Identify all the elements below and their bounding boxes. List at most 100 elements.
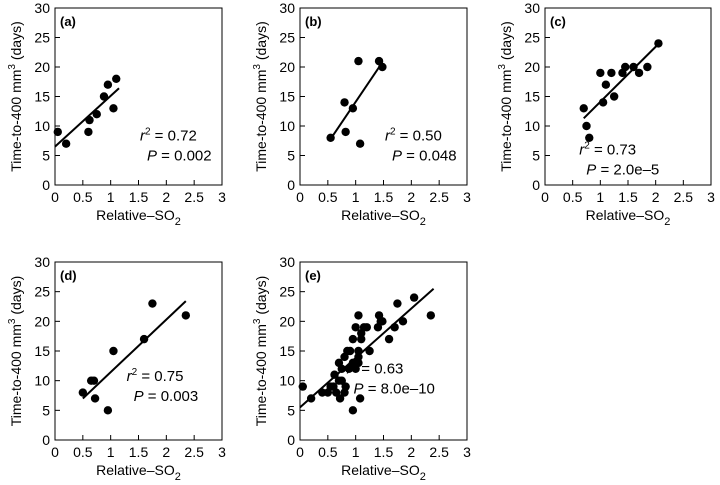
data-point bbox=[341, 382, 350, 391]
x-tick-label: 0.5 bbox=[318, 189, 338, 205]
panel-a: 0 5 10 15 20 25 30 0 0.5 1 1.5 2 2.5 3 Relative–SO2 Tim… bbox=[7, 0, 226, 228]
p-value-label: P = 0.002 bbox=[147, 147, 212, 164]
data-point bbox=[596, 68, 605, 78]
data-point bbox=[601, 80, 611, 89]
x-tick-label: 0 bbox=[296, 189, 304, 205]
panel-b: 0 5 10 15 20 25 30 0 0.5 1 1.5 2 2.5 3 Relative–SO2 Tim… bbox=[252, 0, 471, 228]
y-tick-label: 25 bbox=[524, 30, 540, 46]
x-tick-label: 0 bbox=[51, 189, 59, 205]
panel-e: 0 5 10 15 20 25 30 0 0.5 1 1.5 2 2.5 3 Relative–SO2 Tim… bbox=[252, 254, 471, 483]
x-tick-label: 3 bbox=[463, 444, 471, 460]
data-point bbox=[378, 317, 387, 326]
y-tick-label: 20 bbox=[524, 59, 540, 75]
data-point bbox=[357, 334, 366, 344]
data-point bbox=[365, 346, 374, 356]
x-tick-label: 0.5 bbox=[318, 444, 338, 460]
panel-label: (c) bbox=[550, 14, 566, 29]
data-point bbox=[109, 346, 118, 356]
y-tick-label: 30 bbox=[34, 0, 50, 16]
y-tick-label: 0 bbox=[287, 177, 295, 193]
x-tick-label: 2.5 bbox=[429, 189, 449, 205]
y-tick-label: 5 bbox=[287, 148, 295, 164]
y-tick-label: 10 bbox=[279, 373, 295, 389]
x-tick-label: 0 bbox=[541, 189, 549, 205]
data-point bbox=[298, 382, 307, 391]
data-point bbox=[92, 110, 101, 119]
y-tick-label: 5 bbox=[42, 148, 50, 164]
p-value-label: P = 2.0e–5 bbox=[586, 162, 659, 179]
data-point bbox=[398, 317, 408, 326]
data-point bbox=[354, 56, 363, 66]
data-point bbox=[326, 133, 335, 142]
data-point bbox=[103, 80, 113, 89]
x-tick-label: 2 bbox=[407, 444, 415, 460]
p-value-label: P = 0.003 bbox=[134, 388, 199, 405]
data-point bbox=[629, 62, 638, 72]
x-tick-label: 2.5 bbox=[429, 444, 449, 460]
x-tick-label: 0.5 bbox=[73, 189, 93, 205]
data-point bbox=[181, 311, 191, 320]
data-point bbox=[103, 406, 113, 415]
data-point bbox=[643, 62, 652, 72]
data-point bbox=[393, 299, 402, 308]
x-tick-label: 1 bbox=[352, 444, 360, 460]
data-point bbox=[53, 127, 62, 137]
y-tick-label: 15 bbox=[34, 343, 50, 359]
x-axis-label: Relative–SO2 bbox=[96, 462, 181, 483]
x-axis-label: Relative–SO2 bbox=[341, 462, 426, 483]
x-tick-label: 1 bbox=[107, 444, 115, 460]
y-tick-label: 30 bbox=[34, 254, 50, 270]
data-point bbox=[335, 394, 345, 403]
x-tick-label: 1 bbox=[352, 189, 360, 205]
y-tick-label: 15 bbox=[34, 89, 50, 105]
r-squared-label: r2 = 0.50 bbox=[385, 126, 442, 144]
r-squared-label: r2 = 0.73 bbox=[579, 141, 636, 159]
x-tick-label: 0 bbox=[296, 444, 304, 460]
data-point bbox=[109, 104, 118, 113]
y-tick-label: 30 bbox=[279, 254, 295, 270]
y-tick-label: 25 bbox=[34, 284, 50, 300]
data-point bbox=[354, 358, 363, 368]
data-point bbox=[378, 62, 387, 72]
y-tick-label: 5 bbox=[42, 402, 50, 418]
y-axis-label: Time-to-400 mm3 (days) bbox=[7, 21, 24, 172]
y-axis-label: Time-to-400 mm3 (days) bbox=[252, 276, 269, 427]
y-tick-label: 15 bbox=[524, 89, 540, 105]
x-tick-label: 1 bbox=[596, 189, 604, 205]
data-point bbox=[337, 364, 346, 373]
p-value-label: P = 0.048 bbox=[392, 147, 457, 164]
y-tick-label: 20 bbox=[279, 313, 295, 329]
data-point bbox=[331, 388, 341, 397]
data-point bbox=[582, 121, 591, 131]
r-squared-label: r2 = 0.63 bbox=[347, 360, 404, 378]
y-tick-label: 20 bbox=[34, 59, 50, 75]
y-tick-label: 25 bbox=[279, 30, 295, 46]
panel-c: 0 5 10 15 20 25 30 0 0.5 1 1.5 2 2.5 3 Relative–SO2 Tim… bbox=[497, 0, 715, 228]
x-tick-label: 3 bbox=[218, 444, 226, 460]
data-point bbox=[355, 139, 365, 148]
panel-label: (b) bbox=[305, 14, 322, 29]
x-tick-label: 3 bbox=[707, 189, 715, 205]
data-point bbox=[362, 323, 371, 332]
y-tick-label: 0 bbox=[42, 177, 50, 193]
x-tick-label: 1.5 bbox=[129, 444, 149, 460]
regression-line bbox=[329, 61, 384, 140]
data-point bbox=[341, 127, 350, 137]
panel-label: (e) bbox=[305, 268, 321, 283]
data-point bbox=[355, 394, 365, 403]
data-point bbox=[61, 139, 71, 148]
y-tick-label: 0 bbox=[42, 432, 50, 448]
data-point bbox=[330, 370, 339, 379]
data-point bbox=[78, 388, 88, 397]
data-point bbox=[354, 346, 363, 356]
data-point bbox=[598, 98, 608, 107]
data-point bbox=[409, 293, 419, 302]
data-point bbox=[348, 406, 358, 415]
data-point bbox=[85, 115, 94, 125]
y-tick-label: 30 bbox=[279, 0, 295, 16]
data-point bbox=[337, 376, 346, 385]
r-squared-label: r2 = 0.72 bbox=[140, 126, 197, 144]
x-tick-label: 2.5 bbox=[674, 189, 694, 205]
data-point bbox=[579, 104, 588, 113]
